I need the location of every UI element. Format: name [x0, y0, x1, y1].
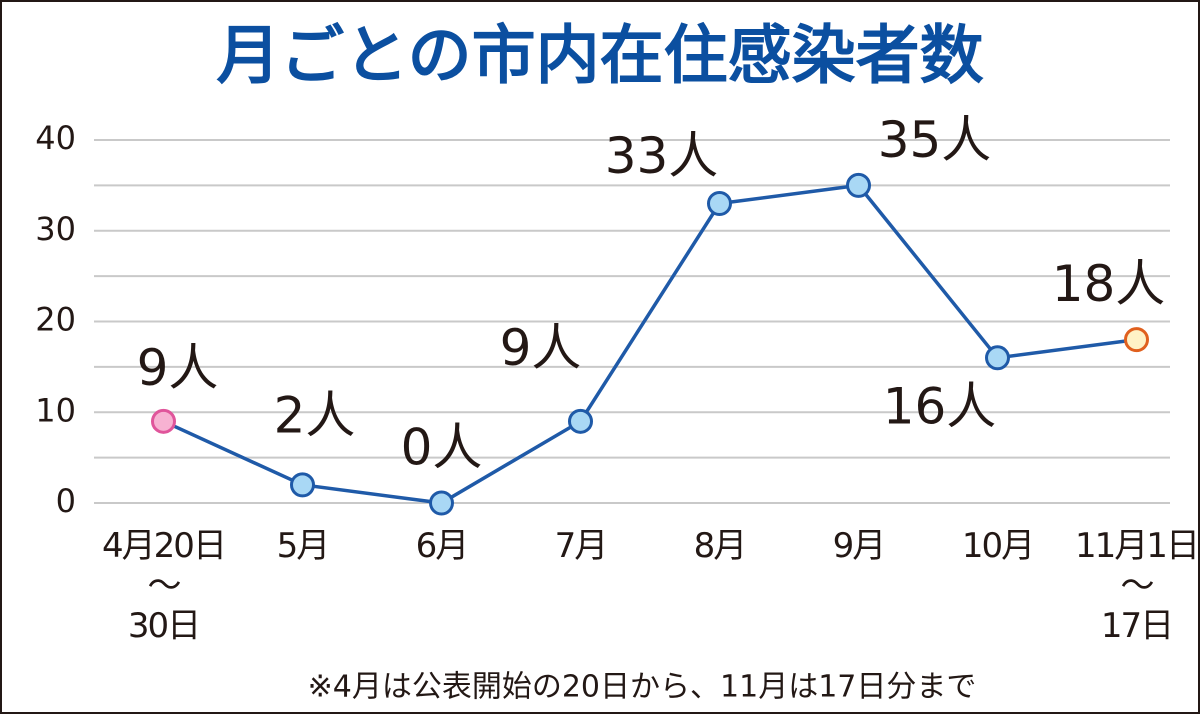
x-tick-label: 11月1日 ～ 17日 — [1075, 526, 1200, 646]
data-label: 16人 — [883, 377, 997, 435]
data-label: 2人 — [274, 386, 356, 444]
data-label: 9人 — [137, 339, 219, 397]
y-tick-label: 0 — [56, 482, 76, 520]
data-label: 33人 — [605, 127, 719, 185]
point — [985, 345, 1010, 371]
x-tick-label: 9月 — [832, 526, 887, 566]
data-label: 0人 — [401, 419, 483, 477]
y-tick-label: 20 — [35, 301, 76, 339]
y-tick-label: 40 — [35, 119, 76, 157]
footnote: ※4月は公表開始の20日から、11月は17日分まで — [308, 670, 977, 705]
y-tick-label: 10 — [35, 391, 76, 429]
y-tick-label: 30 — [35, 210, 76, 248]
x-tick-label: 8月 — [693, 526, 748, 566]
point — [707, 191, 732, 217]
chart-title: 月ごとの市内在住感染者数 — [216, 20, 983, 94]
x-tick-label: 5月 — [276, 526, 331, 566]
line — [162, 183, 1137, 505]
x-tick-label: 7月 — [554, 526, 609, 566]
data-label: 35人 — [878, 111, 992, 169]
data-label: 9人 — [500, 319, 582, 377]
point — [429, 490, 454, 516]
point — [290, 472, 315, 498]
point — [846, 172, 871, 198]
point — [151, 408, 176, 434]
x-tick-label: 4月20日 ～ 30日 — [102, 526, 227, 646]
point — [1124, 327, 1149, 353]
point — [568, 408, 593, 434]
x-tick-label: 6月 — [415, 526, 470, 566]
x-tick-label: 10月 — [961, 526, 1035, 566]
data-label: 18人 — [1052, 255, 1166, 313]
